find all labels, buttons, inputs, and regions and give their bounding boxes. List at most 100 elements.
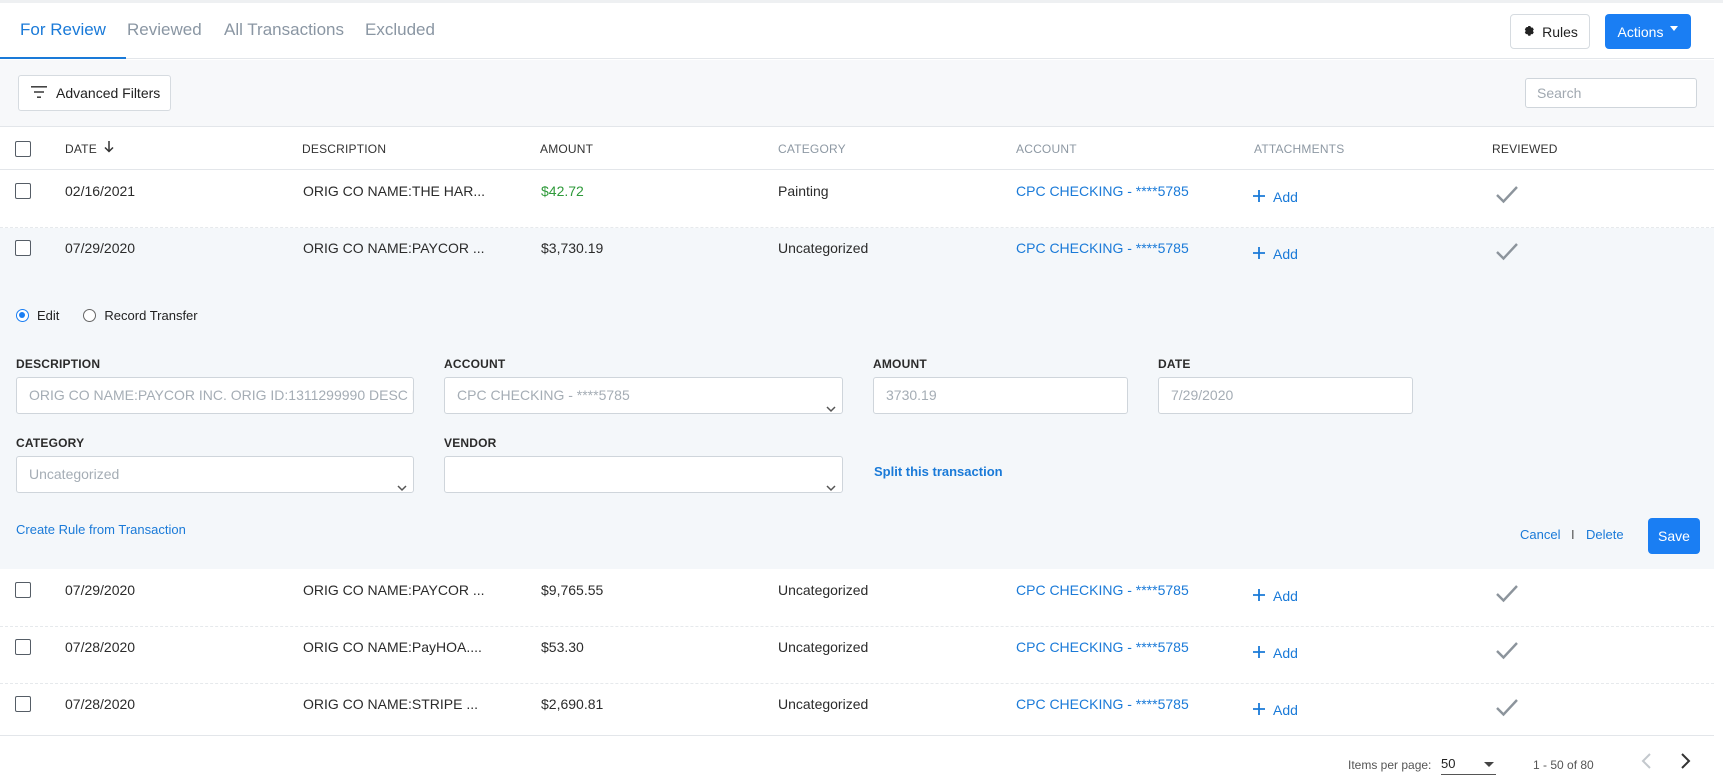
search-input[interactable]: [1525, 78, 1697, 108]
tab-reviewed[interactable]: Reviewed: [127, 20, 202, 39]
plus-icon: [1253, 588, 1265, 604]
pagination-bar: Items per page: 50 1 - 50 of 80: [0, 745, 1714, 782]
rules-button[interactable]: Rules: [1510, 14, 1590, 49]
reviewed-check-icon[interactable]: [1495, 641, 1519, 663]
row-amount: $9,765.55: [541, 582, 604, 598]
plus-icon: [1253, 246, 1265, 262]
chevron-left-icon[interactable]: [1640, 752, 1654, 773]
row-amount: $3,730.19: [541, 240, 604, 256]
items-per-page-value: 50: [1441, 756, 1456, 771]
row-date: 07/29/2020: [65, 240, 136, 256]
page-range: 1 - 50 of 80: [1533, 758, 1594, 772]
select-all-checkbox[interactable]: [15, 141, 31, 157]
tab-excluded[interactable]: Excluded: [365, 20, 435, 39]
row-category[interactable]: Uncategorized: [778, 240, 869, 256]
row-category[interactable]: Uncategorized: [778, 696, 869, 712]
row-amount: $42.72: [541, 183, 584, 199]
column-amount[interactable]: AMOUNT: [540, 142, 594, 156]
row-amount: $2,690.81: [541, 696, 604, 712]
reviewed-check-icon[interactable]: [1495, 185, 1519, 207]
table-bottom-divider: [0, 735, 1714, 736]
description-label: DESCRIPTION: [16, 357, 101, 371]
row-checkbox[interactable]: [15, 696, 31, 712]
row-category[interactable]: Painting: [778, 183, 829, 199]
column-category[interactable]: CATEGORY: [778, 142, 846, 156]
column-description[interactable]: DESCRIPTION: [302, 142, 387, 156]
table-header: DATE DESCRIPTION AMOUNT CATEGORY ACCOUNT…: [0, 128, 1714, 170]
row-amount: $53.30: [541, 639, 584, 655]
chevron-down-icon: [826, 391, 836, 413]
row-date: 02/16/2021: [65, 183, 136, 199]
row-account[interactable]: CPC CHECKING - ****5785: [1016, 696, 1189, 712]
arrow-down-icon: [104, 128, 114, 170]
vendor-select[interactable]: [444, 456, 843, 493]
rules-label: Rules: [1542, 23, 1578, 40]
reviewed-check-icon[interactable]: [1495, 698, 1519, 720]
add-label: Add: [1273, 189, 1298, 205]
tab-for-review[interactable]: For Review: [0, 3, 126, 59]
reviewed-check-icon[interactable]: [1495, 242, 1519, 264]
items-per-page-select[interactable]: 50: [1441, 753, 1496, 775]
row-checkbox[interactable]: [15, 183, 31, 199]
edit-radio[interactable]: [16, 309, 29, 322]
add-label: Add: [1273, 246, 1298, 262]
account-select[interactable]: CPC CHECKING - ****5785: [444, 377, 843, 414]
edit-radio-label: Edit: [37, 308, 60, 323]
column-date[interactable]: DATE: [65, 128, 114, 170]
row-date: 07/28/2020: [65, 639, 136, 655]
column-account[interactable]: ACCOUNT: [1016, 142, 1077, 156]
row-account[interactable]: CPC CHECKING - ****5785: [1016, 582, 1189, 598]
edit-mode-toggle: Edit Record Transfer: [16, 308, 198, 323]
category-select-value: Uncategorized: [29, 466, 120, 482]
record-transfer-radio[interactable]: [83, 309, 97, 322]
row-account[interactable]: CPC CHECKING - ****5785: [1016, 639, 1189, 655]
row-checkbox[interactable]: [15, 639, 31, 655]
add-label: Add: [1273, 702, 1298, 718]
delete-button[interactable]: Delete: [1586, 527, 1624, 542]
row-date: 07/28/2020: [65, 696, 136, 712]
row-account[interactable]: CPC CHECKING - ****5785: [1016, 183, 1189, 199]
advanced-filters-button[interactable]: Advanced Filters: [18, 75, 171, 111]
tab-all-transactions[interactable]: All Transactions: [224, 20, 344, 39]
add-attachment-button[interactable]: Add: [1253, 246, 1298, 262]
table-row[interactable]: 07/29/2020 ORIG CO NAME:PAYCOR ... $3,73…: [0, 228, 1714, 285]
actions-button[interactable]: Actions: [1605, 14, 1691, 49]
add-attachment-button[interactable]: Add: [1253, 645, 1298, 661]
description-field[interactable]: ORIG CO NAME:PAYCOR INC. ORIG ID:1311299…: [16, 377, 414, 414]
record-transfer-label: Record Transfer: [104, 308, 198, 323]
table-row[interactable]: 02/16/2021 ORIG CO NAME:THE HAR... $42.7…: [0, 171, 1714, 228]
chevron-down-icon: [397, 470, 407, 492]
actions-label: Actions: [1617, 23, 1664, 40]
row-checkbox[interactable]: [15, 582, 31, 598]
table-row[interactable]: 07/29/2020 ORIG CO NAME:PAYCOR ... $9,76…: [0, 570, 1714, 627]
reviewed-check-icon[interactable]: [1495, 584, 1519, 606]
row-category[interactable]: Uncategorized: [778, 639, 869, 655]
row-checkbox[interactable]: [15, 240, 31, 256]
add-attachment-button[interactable]: Add: [1253, 588, 1298, 604]
date-field[interactable]: 7/29/2020: [1158, 377, 1413, 414]
cancel-button[interactable]: Cancel: [1520, 527, 1561, 542]
action-separator: I: [1571, 527, 1575, 542]
row-account[interactable]: CPC CHECKING - ****5785: [1016, 240, 1189, 256]
row-category[interactable]: Uncategorized: [778, 582, 869, 598]
create-rule-link[interactable]: Create Rule from Transaction: [16, 522, 186, 537]
add-attachment-button[interactable]: Add: [1253, 189, 1298, 205]
save-button[interactable]: Save: [1648, 518, 1700, 554]
add-label: Add: [1273, 588, 1298, 604]
chevron-right-icon[interactable]: [1678, 752, 1692, 773]
row-description: ORIG CO NAME:PAYCOR ...: [303, 582, 485, 598]
plus-icon: [1253, 189, 1265, 205]
amount-field[interactable]: 3730.19: [873, 377, 1128, 414]
gear-icon: [1522, 24, 1535, 40]
advanced-filters-label: Advanced Filters: [56, 85, 161, 101]
account-label: ACCOUNT: [444, 357, 506, 371]
table-row[interactable]: 07/28/2020 ORIG CO NAME:PayHOA.... $53.3…: [0, 627, 1714, 684]
account-select-value: CPC CHECKING - ****5785: [457, 387, 630, 403]
row-date: 07/29/2020: [65, 582, 136, 598]
row-description: ORIG CO NAME:PAYCOR ...: [303, 240, 485, 256]
table-row[interactable]: 07/28/2020 ORIG CO NAME:STRIPE ... $2,69…: [0, 684, 1714, 741]
category-select[interactable]: Uncategorized: [16, 456, 414, 493]
split-transaction-link[interactable]: Split this transaction: [874, 464, 1003, 479]
plus-icon: [1253, 702, 1265, 718]
add-attachment-button[interactable]: Add: [1253, 702, 1298, 718]
